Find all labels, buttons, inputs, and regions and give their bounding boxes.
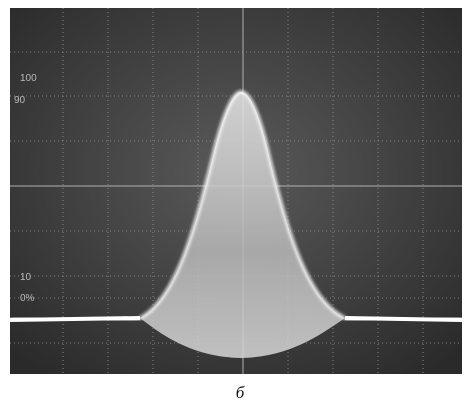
graticule-label: 100 xyxy=(20,73,37,84)
baseline-core xyxy=(9,316,463,322)
pulse xyxy=(140,92,345,358)
pulse-edge xyxy=(139,90,346,320)
graticule-label: 10 xyxy=(20,272,32,283)
caption: б xyxy=(236,383,245,402)
graticule-label: 0% xyxy=(20,293,35,304)
graticule-label: 90 xyxy=(14,95,26,106)
